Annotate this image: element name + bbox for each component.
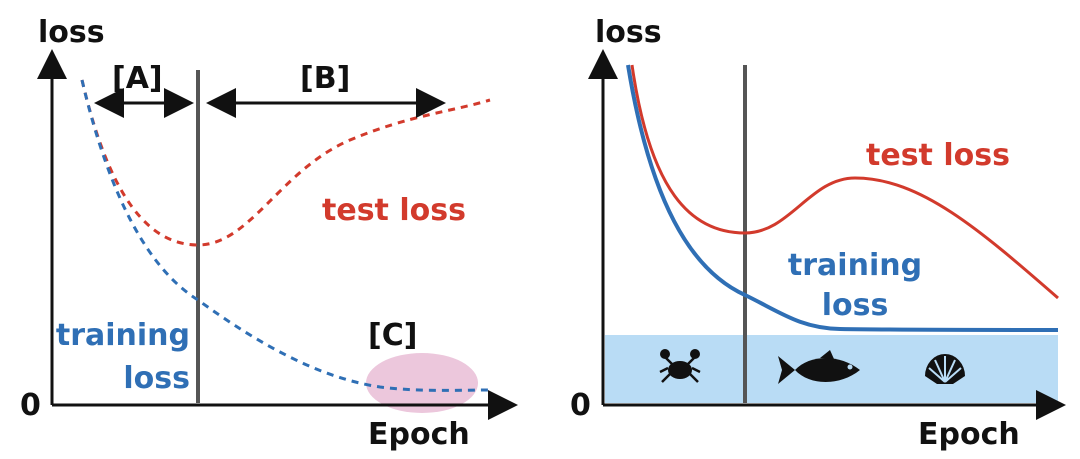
region-label: [C] [368,318,417,353]
highlight-ellipse [366,353,478,413]
training-loss-curve [626,64,1059,332]
fish-icon [778,350,860,384]
training-loss-label: training [788,248,922,283]
training-loss-curve [80,79,491,392]
training-loss-label: training [56,318,190,353]
y-axis-label: loss [38,15,105,50]
right-panel: loss Epoch 0 test loss training loss [570,15,1066,452]
shell-icon [925,354,965,384]
crab-icon [659,349,701,383]
origin-label: 0 [20,388,41,423]
training-loss-label: loss [123,361,190,396]
test-loss-label: test loss [866,138,1010,173]
x-axis-label: Epoch [368,417,470,452]
left-panel: loss Epoch 0 [A] [B] [C] test loss train… [20,15,518,452]
origin-label: 0 [570,388,591,423]
test-loss-curve [630,64,1059,300]
region-label: [A] [112,61,163,96]
y-axis-label: loss [595,15,662,50]
training-loss-label: loss [822,288,889,323]
x-axis-label: Epoch [918,417,1020,452]
test-loss-label: test loss [322,193,466,228]
region-label: [B] [300,61,350,96]
